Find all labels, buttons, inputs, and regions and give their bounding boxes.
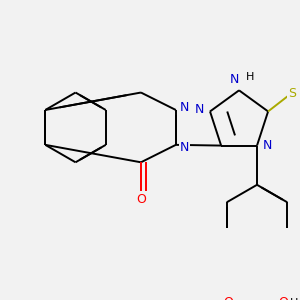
Text: N: N — [230, 73, 239, 86]
Text: O: O — [136, 193, 146, 206]
Text: N: N — [263, 139, 273, 152]
Text: O: O — [278, 296, 288, 300]
Text: O: O — [224, 296, 234, 300]
Text: H: H — [290, 298, 298, 300]
Text: N: N — [180, 101, 189, 114]
Text: N: N — [194, 103, 204, 116]
Text: S: S — [288, 88, 296, 100]
Text: N: N — [180, 140, 189, 154]
Text: H: H — [246, 72, 254, 82]
